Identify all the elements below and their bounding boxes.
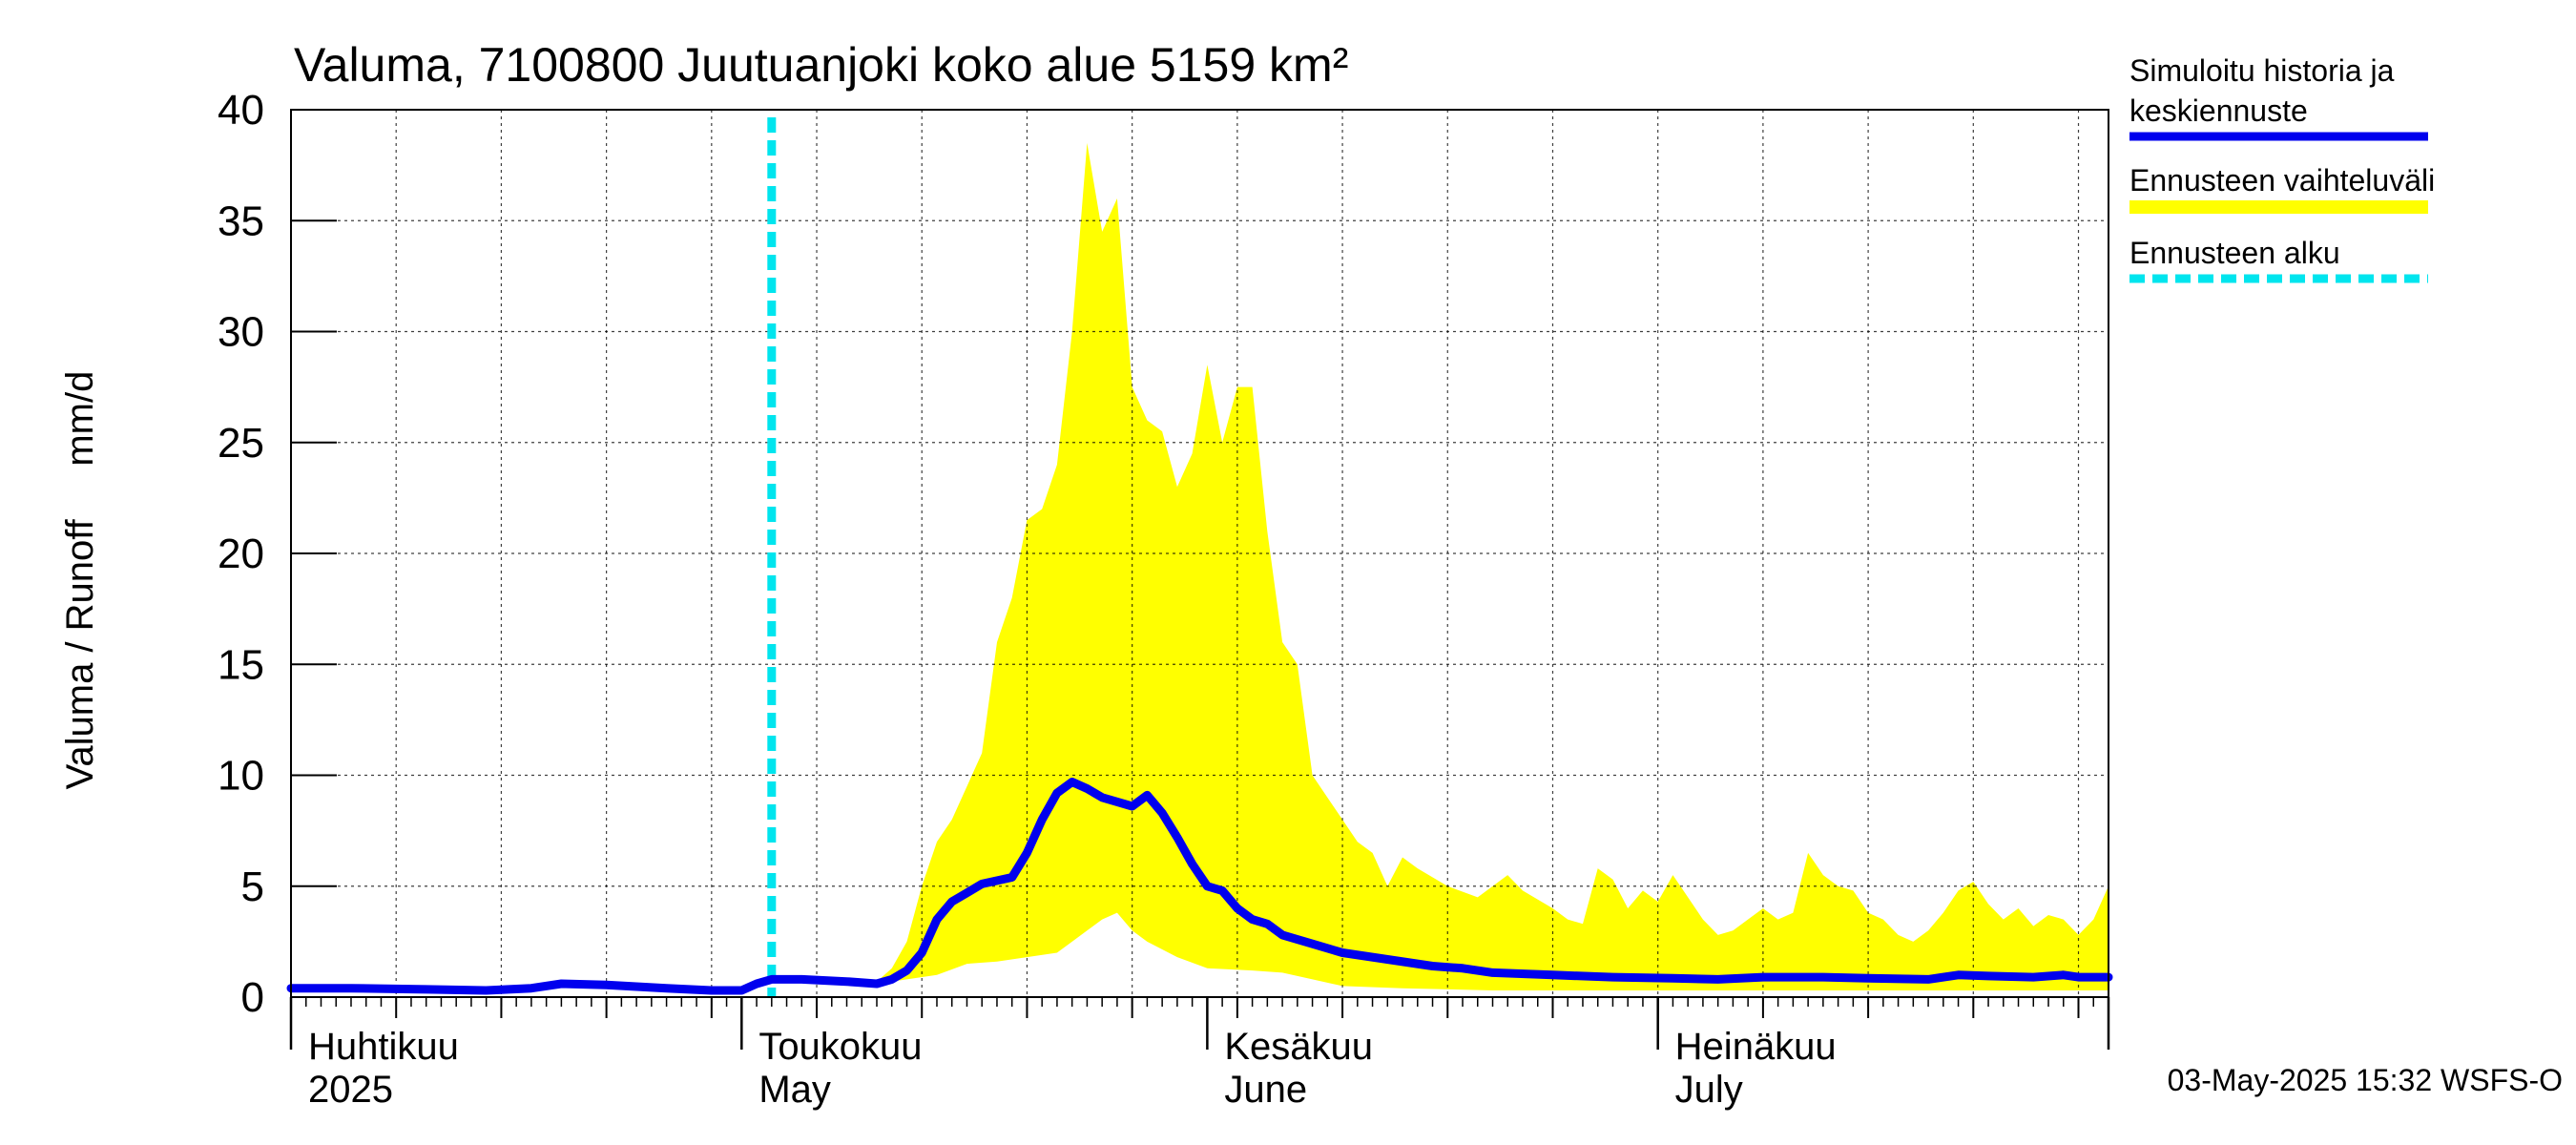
timestamp-footer: 03-May-2025 15:32 WSFS-O [2168, 1063, 2563, 1097]
y-tick-label: 40 [218, 87, 264, 134]
y-axis-label: Valuma / Runoff mm/d [59, 371, 101, 790]
y-tick-label: 10 [218, 753, 264, 800]
y-tick-label: 35 [218, 198, 264, 244]
y-axis: 0 5 10 15 20 25 30 35 40 [218, 87, 337, 1021]
x-month-label: Kesäkuu [1224, 1026, 1373, 1068]
x-month-label: Toukokuu [758, 1026, 922, 1068]
legend-label-line2: keskiennuste [2129, 94, 2308, 128]
y-tick-label: 20 [218, 531, 264, 577]
x-month-sublabel: 2025 [308, 1069, 393, 1111]
x-month-sublabel: June [1224, 1069, 1307, 1111]
forecast-range-band [771, 142, 2109, 990]
y-tick-label: 5 [241, 864, 264, 910]
chart-title: Valuma, 7100800 Juutuanjoki koko alue 51… [294, 38, 1348, 92]
y-tick-label: 0 [241, 974, 264, 1021]
legend-label: Ennusteen alku [2129, 236, 2340, 270]
y-tick-label: 25 [218, 420, 264, 467]
x-month-label: Heinäkuu [1675, 1026, 1837, 1068]
series-line-simulated [286, 778, 2113, 995]
legend-label: Simuloitu historia ja [2129, 53, 2395, 88]
x-month-sublabel: July [1675, 1069, 1743, 1111]
y-tick-label: 15 [218, 641, 264, 688]
legend-label: Ennusteen vaihteluväli [2129, 163, 2435, 198]
plot-area [286, 109, 2113, 998]
y-axis-label-group: Valuma / Runoff mm/d [59, 371, 101, 790]
x-month-sublabel: May [758, 1069, 831, 1111]
y-tick-label: 30 [218, 309, 264, 356]
x-month-label: Huhtikuu [308, 1026, 459, 1068]
legend: Simuloitu historia ja keskiennuste Ennuste… [2129, 53, 2435, 283]
